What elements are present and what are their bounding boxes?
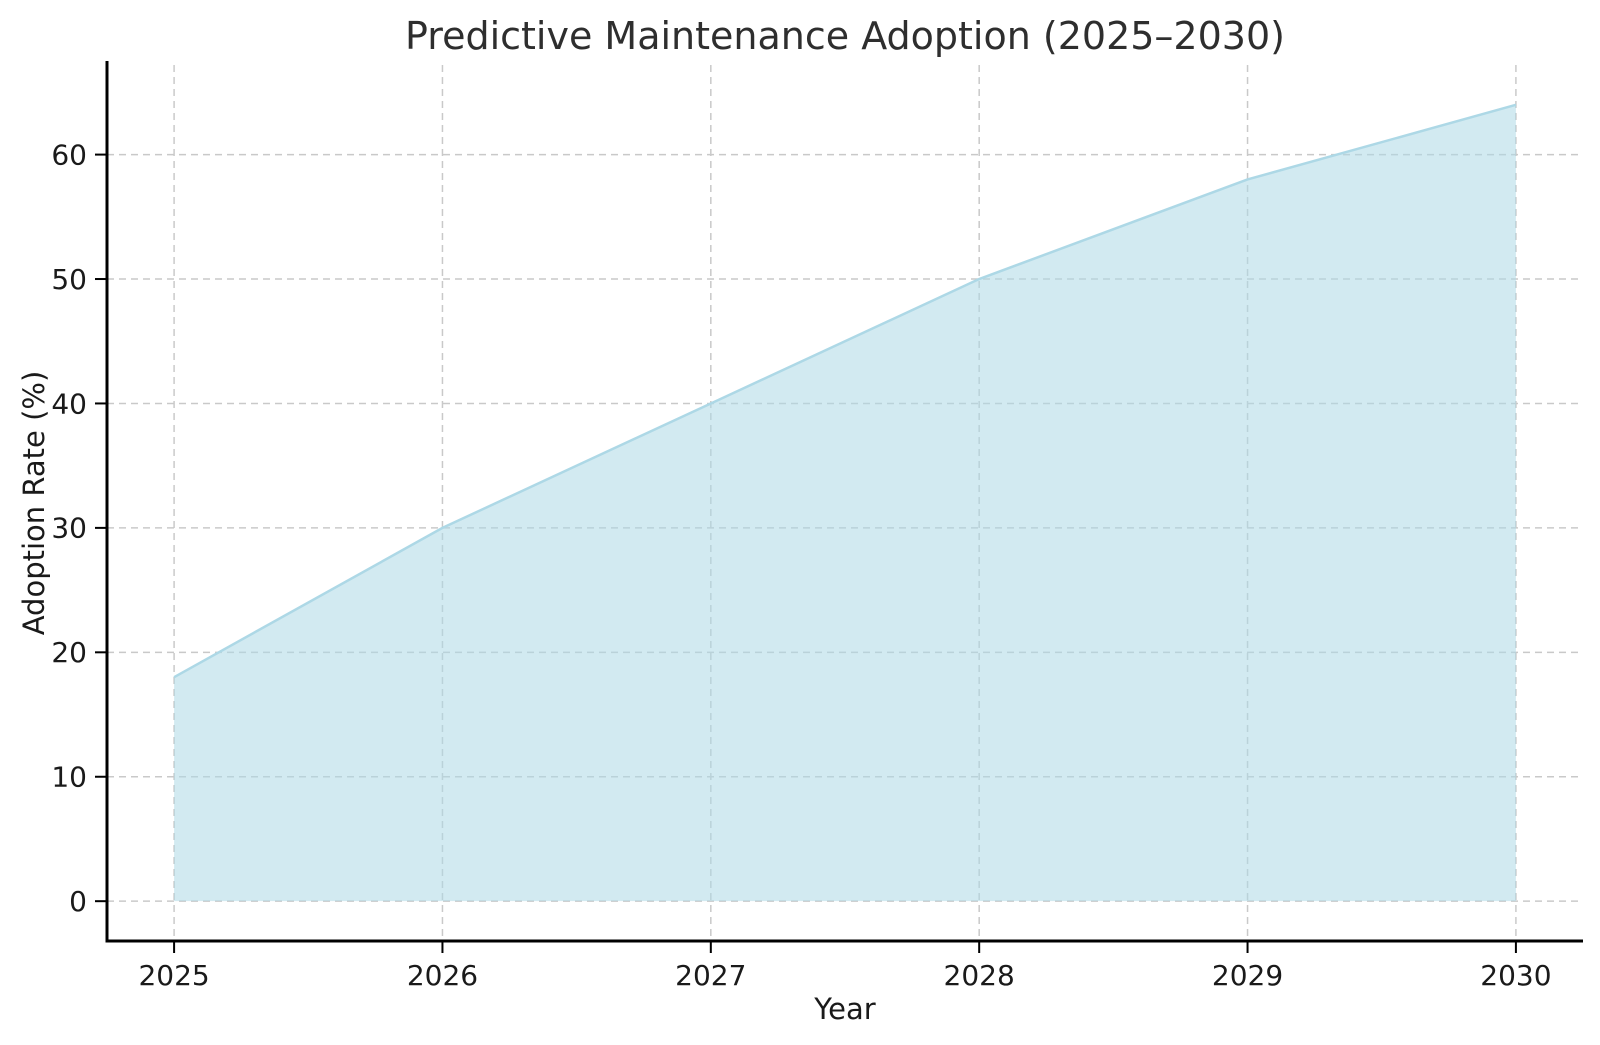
y-tick-label: 50	[51, 263, 87, 296]
chart-title: Predictive Maintenance Adoption (2025–20…	[405, 14, 1285, 58]
x-tick-label: 2026	[407, 959, 478, 992]
series-line	[173, 103, 1517, 679]
y-tick-label: 60	[51, 138, 87, 171]
x-axis: 2025 2026 2027 2028 2029 2030	[138, 941, 1552, 992]
y-tick-label: 40	[51, 387, 87, 420]
y-axis: 0 10 20 30 40 50 60	[51, 138, 107, 918]
y-tick-label: 0	[69, 885, 87, 918]
area-series	[174, 104, 1516, 902]
x-axis-label: Year	[814, 992, 876, 1026]
y-tick-label: 10	[51, 761, 87, 794]
y-tick-label: 30	[51, 512, 87, 545]
x-tick-label: 2028	[944, 959, 1015, 992]
x-tick-label: 2029	[1212, 959, 1283, 992]
x-tick-label: 2027	[675, 959, 746, 992]
y-tick-label: 20	[51, 636, 87, 669]
y-axis-label: Adoption Rate (%)	[17, 370, 51, 636]
x-tick-label: 2025	[138, 959, 209, 992]
x-tick-label: 2030	[1480, 959, 1551, 992]
